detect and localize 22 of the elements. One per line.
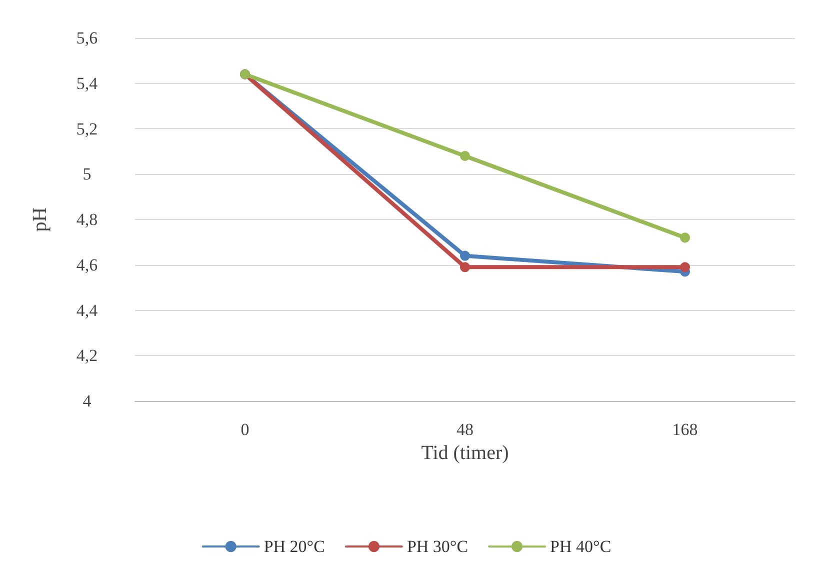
y-tick-label: 4,8 <box>76 210 98 229</box>
x-axis-title: Tid (timer) <box>421 442 509 464</box>
point <box>460 150 470 161</box>
y-tick-label: 5,4 <box>76 74 98 93</box>
y-tick-label: 4,6 <box>76 255 98 274</box>
x-tick-label: 0 <box>240 420 250 439</box>
point <box>460 262 470 272</box>
y-tick-label: 4,2 <box>76 346 98 366</box>
point <box>680 232 690 243</box>
point <box>460 250 470 261</box>
legend-label: PH 30°C <box>406 537 468 556</box>
y-tick-label: 5,6 <box>76 28 98 48</box>
x-tick-label: 168 <box>672 420 698 439</box>
legend-label: PH 20°C <box>264 537 325 556</box>
y-tick-label: 5,2 <box>76 119 98 138</box>
y-tick-label: 5 <box>82 164 92 184</box>
y-tick-label: 4,4 <box>76 300 98 320</box>
y-tick-label: 4 <box>82 392 92 410</box>
legend-label: PH 40°C <box>550 537 612 556</box>
y-axis-title: pH <box>29 207 51 232</box>
x-tick-label: 48 <box>456 420 474 439</box>
point <box>680 262 690 272</box>
